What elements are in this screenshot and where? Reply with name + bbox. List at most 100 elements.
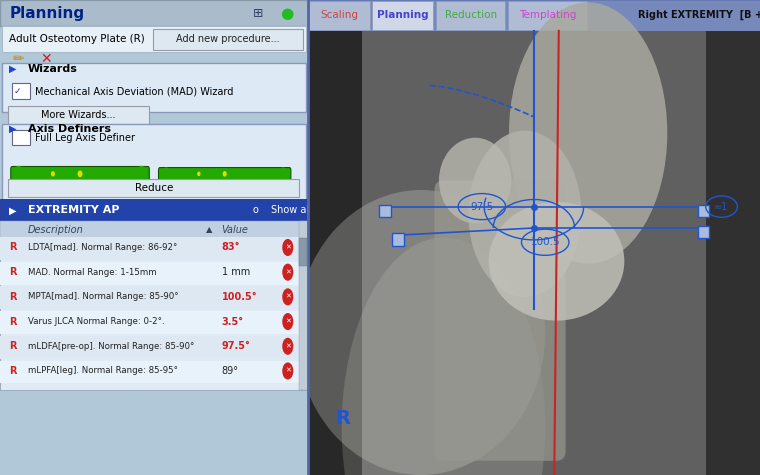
Text: ✕: ✕ [285, 294, 291, 300]
Circle shape [163, 168, 170, 180]
Text: Add new procedure...: Add new procedure... [176, 34, 280, 44]
Text: mLPFA[leg]. Normal Range: 85-95°: mLPFA[leg]. Normal Range: 85-95° [27, 367, 178, 375]
FancyBboxPatch shape [0, 286, 308, 309]
Text: R: R [9, 267, 17, 277]
FancyBboxPatch shape [0, 336, 308, 359]
Ellipse shape [439, 138, 511, 223]
Ellipse shape [296, 190, 545, 475]
Text: ✕: ✕ [285, 269, 291, 275]
FancyBboxPatch shape [11, 130, 30, 145]
Circle shape [282, 313, 293, 330]
Text: Value: Value [222, 225, 249, 235]
FancyBboxPatch shape [299, 238, 307, 266]
FancyBboxPatch shape [159, 168, 291, 180]
Circle shape [280, 168, 287, 180]
FancyBboxPatch shape [435, 180, 565, 461]
FancyBboxPatch shape [372, 1, 433, 30]
Text: Scaling: Scaling [321, 10, 359, 20]
Text: R: R [335, 408, 350, 428]
Text: LDTA[mad]. Normal Range: 86-92°: LDTA[mad]. Normal Range: 86-92° [27, 243, 177, 252]
FancyBboxPatch shape [2, 26, 306, 52]
FancyBboxPatch shape [2, 124, 306, 200]
Text: More Wizards...: More Wizards... [41, 110, 116, 120]
FancyBboxPatch shape [0, 221, 308, 239]
Ellipse shape [468, 131, 581, 297]
Text: 3.5°: 3.5° [222, 316, 244, 327]
Text: 97.5°: 97.5° [222, 341, 251, 352]
FancyBboxPatch shape [0, 311, 308, 334]
FancyBboxPatch shape [0, 0, 308, 26]
Text: ▲: ▲ [206, 226, 213, 234]
Text: Varus JLCA Normal Range: 0-2°.: Varus JLCA Normal Range: 0-2°. [27, 317, 164, 326]
Circle shape [14, 167, 24, 181]
Circle shape [282, 288, 293, 305]
FancyBboxPatch shape [8, 106, 149, 124]
FancyBboxPatch shape [0, 361, 308, 383]
Text: Description: Description [27, 225, 84, 235]
FancyBboxPatch shape [378, 205, 391, 217]
Text: ✕: ✕ [285, 368, 291, 374]
Text: ≈1: ≈1 [714, 201, 729, 212]
Text: Planning: Planning [9, 6, 84, 21]
Text: Reduction: Reduction [445, 10, 496, 20]
Text: ✕: ✕ [285, 319, 291, 324]
Text: Axis Definers: Axis Definers [27, 124, 111, 134]
Text: 97.5: 97.5 [470, 201, 493, 212]
Text: Templating: Templating [519, 10, 576, 20]
Text: R: R [9, 341, 17, 352]
Ellipse shape [509, 2, 667, 264]
Text: 100.5°: 100.5° [222, 292, 257, 302]
Text: Full Leg Axis Definer: Full Leg Axis Definer [36, 133, 135, 143]
Text: EXTREMITY AP: EXTREMITY AP [27, 205, 119, 216]
FancyBboxPatch shape [698, 205, 709, 217]
FancyBboxPatch shape [392, 233, 404, 246]
Text: Show all: Show all [271, 205, 312, 216]
Text: Reduce: Reduce [135, 183, 173, 193]
Text: R: R [9, 316, 17, 327]
Ellipse shape [342, 238, 545, 475]
Text: o: o [252, 205, 258, 216]
Text: ✕: ✕ [285, 343, 291, 349]
Text: 89°: 89° [222, 366, 239, 376]
FancyBboxPatch shape [435, 1, 505, 30]
FancyBboxPatch shape [299, 221, 308, 390]
FancyBboxPatch shape [0, 237, 308, 260]
Circle shape [282, 362, 293, 380]
Circle shape [198, 172, 200, 175]
Text: 1 mm: 1 mm [222, 267, 250, 277]
Circle shape [282, 239, 293, 256]
FancyBboxPatch shape [308, 31, 760, 475]
Text: ✕: ✕ [40, 52, 52, 66]
Text: MAD. Normal Range: 1-15mm: MAD. Normal Range: 1-15mm [27, 268, 157, 276]
Circle shape [282, 338, 293, 355]
FancyBboxPatch shape [309, 1, 370, 30]
Text: ●: ● [280, 6, 293, 21]
Text: Wizards: Wizards [27, 64, 78, 74]
Circle shape [223, 172, 226, 176]
FancyBboxPatch shape [508, 1, 587, 30]
Text: R: R [9, 366, 17, 376]
Text: 83°: 83° [222, 242, 240, 253]
Text: Planning: Planning [377, 10, 429, 20]
Ellipse shape [489, 202, 625, 321]
Circle shape [137, 167, 147, 181]
FancyBboxPatch shape [11, 83, 30, 99]
Circle shape [52, 172, 54, 176]
Text: R: R [9, 292, 17, 302]
FancyBboxPatch shape [308, 31, 362, 475]
Text: R: R [9, 242, 17, 253]
FancyBboxPatch shape [0, 262, 308, 285]
Text: Right EXTREMITY  [B +: Right EXTREMITY [B + [638, 10, 760, 20]
Text: ✕: ✕ [285, 245, 291, 250]
Text: mLDFA[pre-op]. Normal Range: 85-90°: mLDFA[pre-op]. Normal Range: 85-90° [27, 342, 194, 351]
FancyBboxPatch shape [308, 0, 760, 31]
FancyBboxPatch shape [8, 179, 299, 197]
Text: ⊞: ⊞ [252, 7, 263, 20]
Text: 100.5: 100.5 [530, 237, 560, 247]
FancyBboxPatch shape [0, 221, 308, 390]
Text: ✏: ✏ [12, 52, 24, 66]
Text: ▶: ▶ [9, 205, 17, 216]
Text: ▶: ▶ [9, 64, 17, 74]
FancyBboxPatch shape [0, 200, 308, 221]
FancyBboxPatch shape [2, 63, 306, 112]
